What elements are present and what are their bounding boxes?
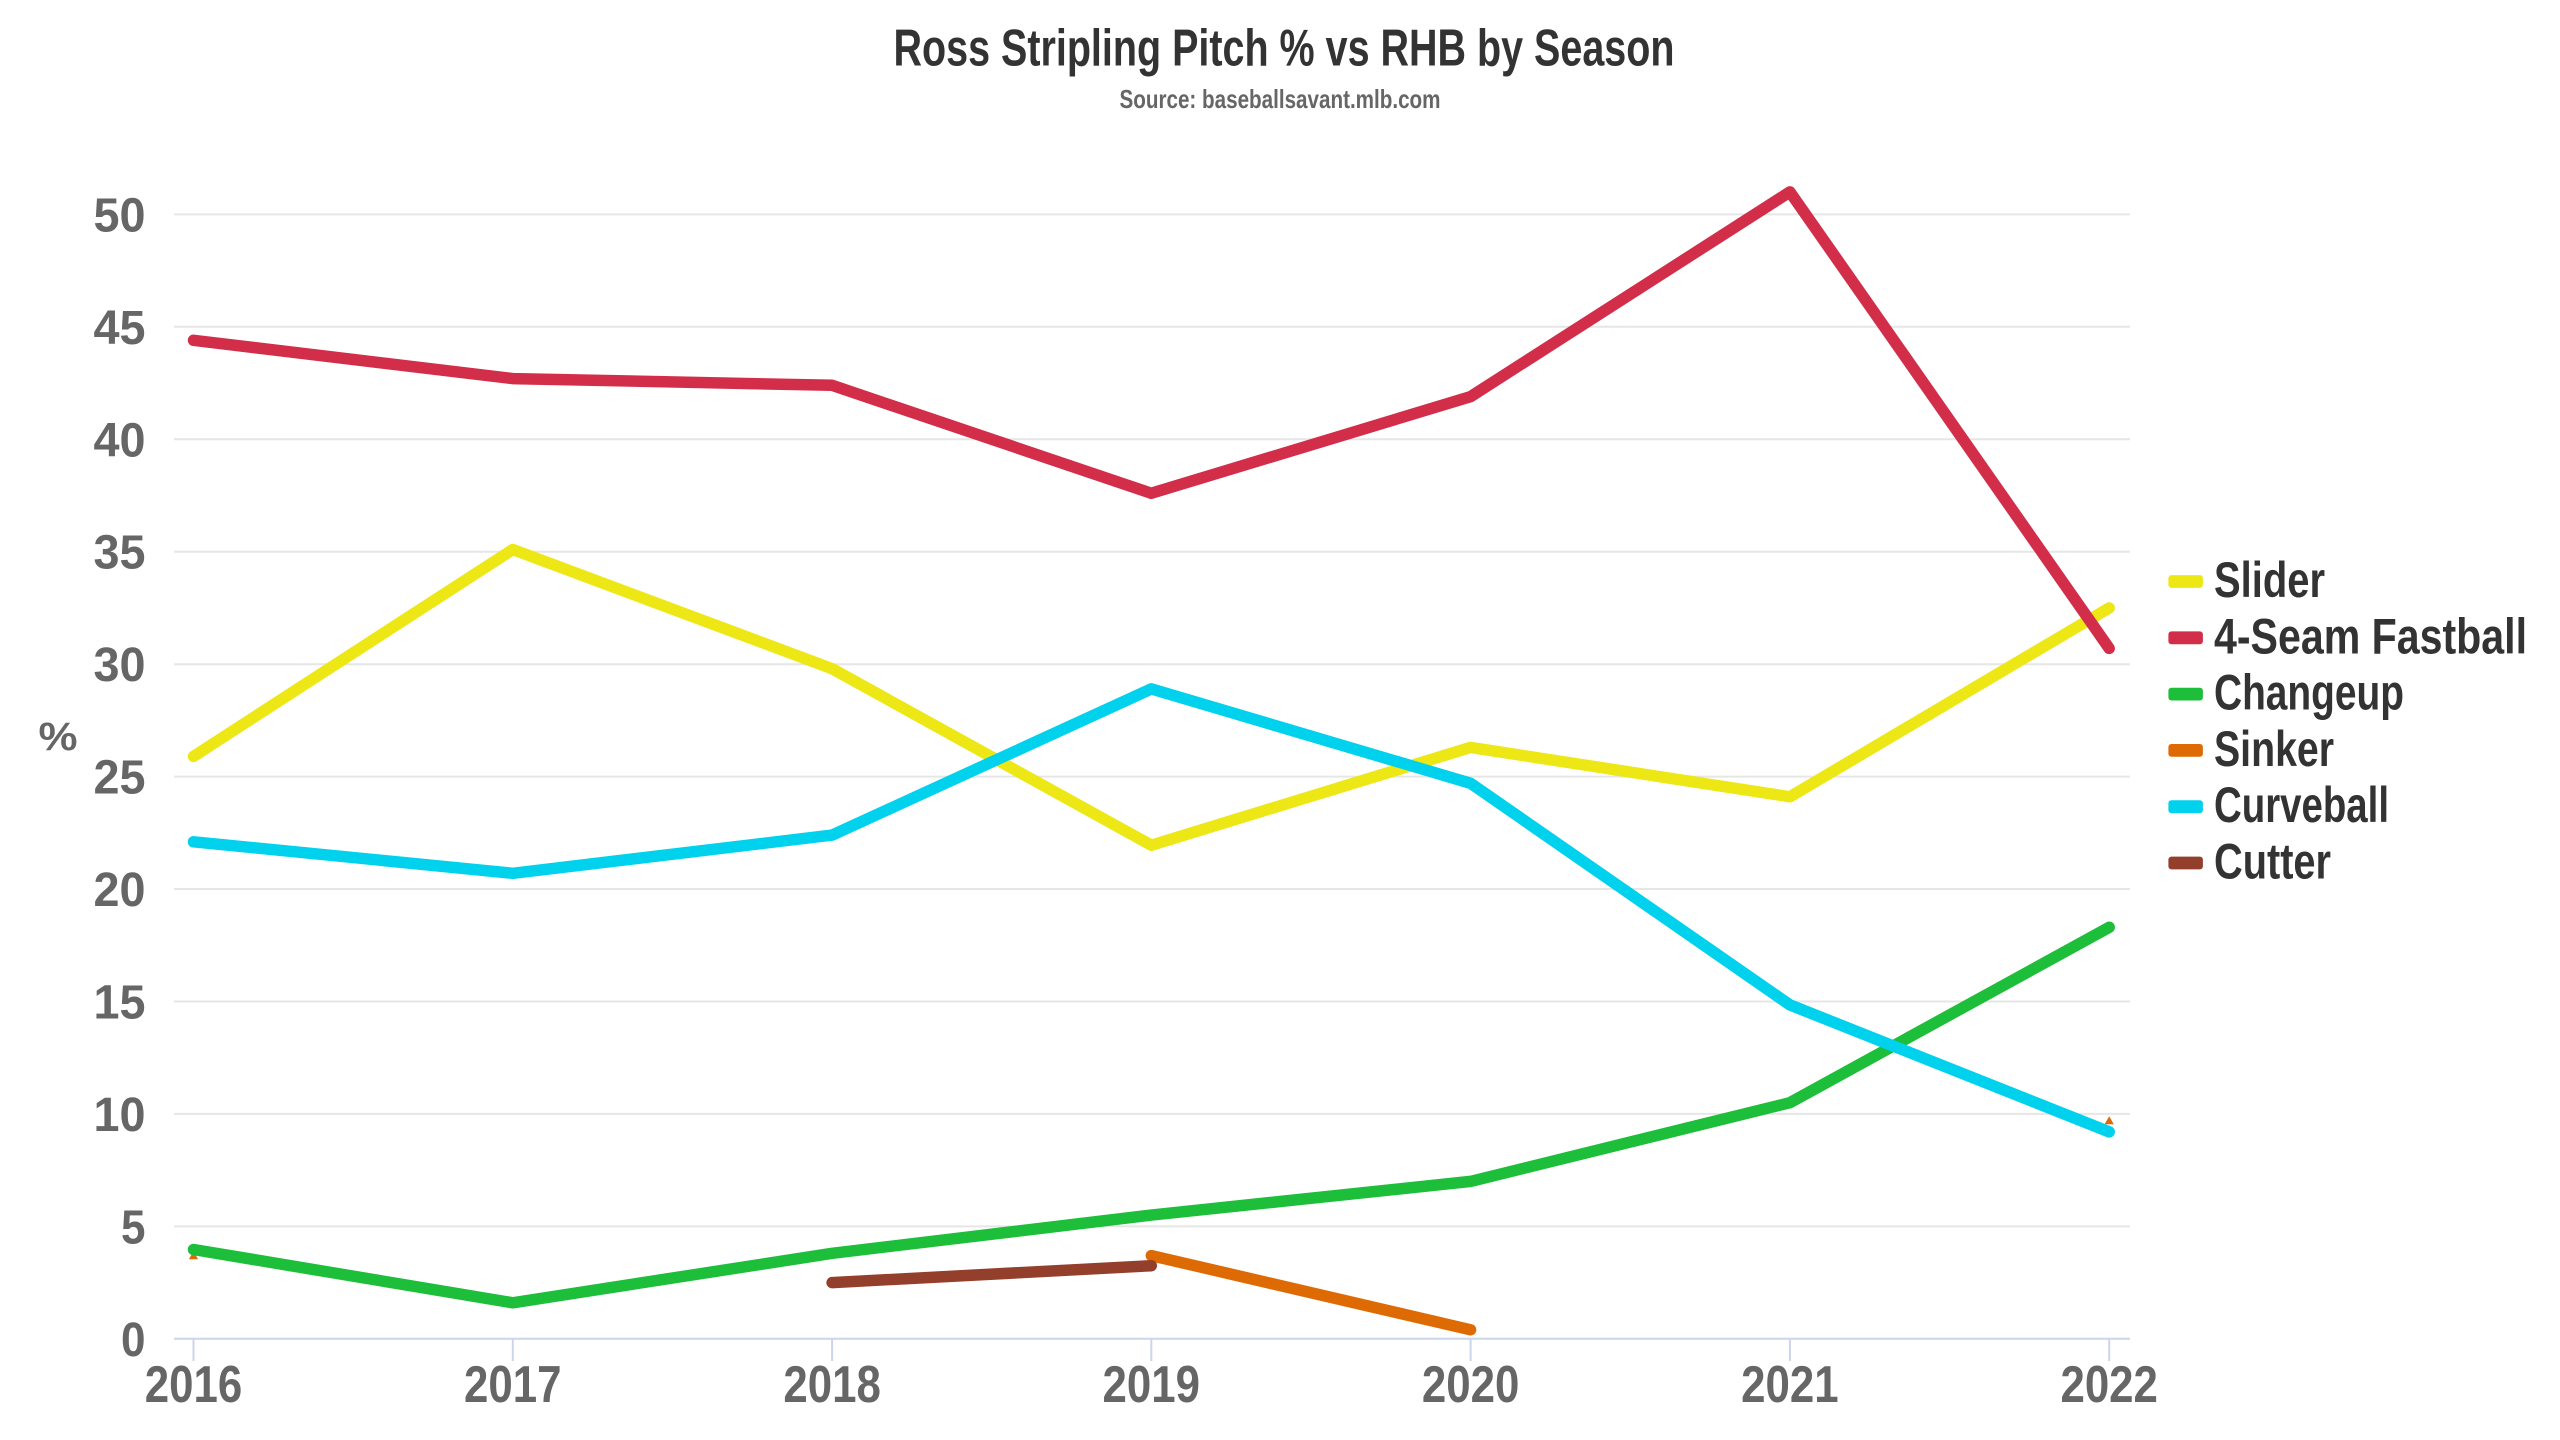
svg-text:15: 15 — [94, 977, 146, 1030]
svg-text:2021: 2021 — [1741, 1356, 1839, 1414]
svg-text:2022: 2022 — [2060, 1356, 2158, 1414]
svg-text:5: 5 — [121, 1201, 146, 1254]
svg-text:Source: baseballsavant.mlb.com: Source: baseballsavant.mlb.com — [1120, 84, 1441, 114]
svg-text:Cutter: Cutter — [2214, 834, 2331, 890]
svg-text:Sinker: Sinker — [2214, 721, 2334, 777]
svg-text:Curveball: Curveball — [2214, 777, 2389, 833]
svg-text:50: 50 — [94, 189, 146, 242]
svg-text:2019: 2019 — [1103, 1356, 1201, 1414]
svg-text:4-Seam Fastball: 4-Seam Fastball — [2214, 608, 2527, 664]
svg-text:0: 0 — [121, 1314, 146, 1367]
svg-text:10: 10 — [94, 1089, 146, 1142]
svg-text:30: 30 — [94, 639, 146, 692]
svg-text:Ross Stripling Pitch % vs RHB: Ross Stripling Pitch % vs RHB by Season — [894, 20, 1675, 78]
svg-text:2020: 2020 — [1422, 1356, 1520, 1414]
svg-text:20: 20 — [94, 864, 146, 917]
svg-text:2016: 2016 — [145, 1356, 243, 1414]
svg-text:45: 45 — [94, 302, 146, 355]
svg-text:40: 40 — [94, 414, 146, 467]
svg-text:2018: 2018 — [783, 1356, 881, 1414]
svg-text:35: 35 — [94, 527, 146, 580]
svg-text:Changeup: Changeup — [2214, 665, 2404, 721]
svg-text:2017: 2017 — [464, 1356, 562, 1414]
svg-text:%: % — [39, 715, 78, 759]
svg-text:25: 25 — [94, 752, 146, 805]
svg-text:Slider: Slider — [2214, 552, 2325, 608]
